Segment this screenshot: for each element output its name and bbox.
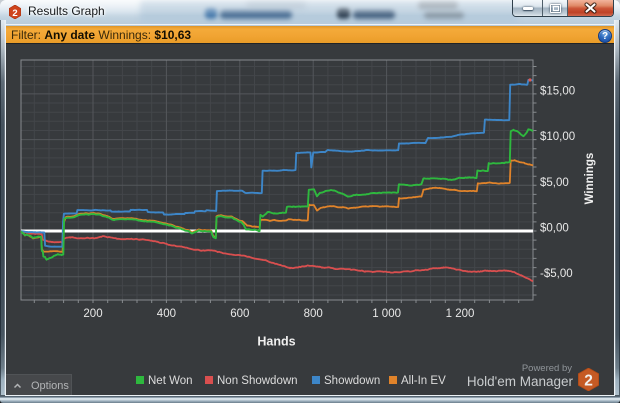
svg-text:2: 2 xyxy=(12,8,17,19)
svg-text:800: 800 xyxy=(304,308,323,320)
svg-text:Winnings: Winnings xyxy=(584,153,596,205)
svg-text:$0,00: $0,00 xyxy=(540,223,569,235)
svg-text:Hands: Hands xyxy=(257,335,295,349)
svg-text:1 000: 1 000 xyxy=(372,308,401,320)
svg-text:All-In EV: All-In EV xyxy=(401,375,446,387)
svg-text:1 200: 1 200 xyxy=(446,308,475,320)
svg-text:2: 2 xyxy=(584,373,593,390)
svg-text:600: 600 xyxy=(230,308,249,320)
svg-text:-$5,00: -$5,00 xyxy=(540,268,573,280)
svg-text:Showdown: Showdown xyxy=(324,375,380,387)
svg-text:$5,00: $5,00 xyxy=(540,177,569,189)
svg-text:$15,00: $15,00 xyxy=(540,85,575,97)
svg-text:Non Showdown: Non Showdown xyxy=(217,375,298,387)
svg-text:$10,00: $10,00 xyxy=(540,131,575,143)
svg-text:400: 400 xyxy=(157,308,176,320)
svg-text:Net Won: Net Won xyxy=(148,375,193,387)
svg-text:200: 200 xyxy=(83,308,102,320)
